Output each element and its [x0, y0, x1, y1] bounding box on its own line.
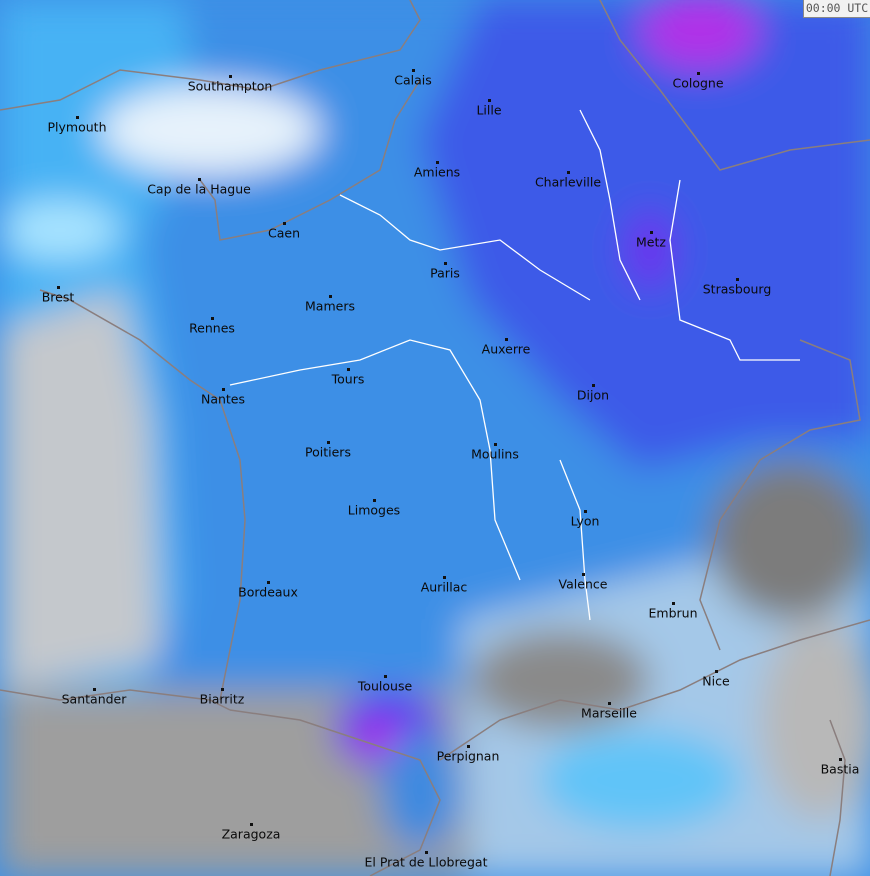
city-label: Dijon	[576, 387, 610, 403]
city-marker-icon	[505, 338, 508, 341]
city-marker-icon	[436, 161, 439, 164]
city-marker-icon	[250, 823, 253, 826]
city-label: Limoges	[347, 502, 401, 518]
city-label: Metz	[636, 234, 666, 250]
city-label: Tours	[331, 371, 365, 387]
city-label: Valence	[558, 576, 608, 592]
city-label: Rennes	[189, 320, 235, 336]
city-marker-icon	[93, 688, 96, 691]
city-label: Poitiers	[305, 444, 351, 460]
city-marker-icon	[327, 441, 330, 444]
city-label: Lille	[476, 102, 502, 118]
city-marker-icon	[488, 99, 491, 102]
city-marker-icon	[412, 69, 415, 72]
city-label: Calais	[394, 72, 432, 88]
city-marker-icon	[567, 171, 570, 174]
city-label: Aurillac	[420, 579, 468, 595]
city-label: Moulins	[471, 446, 519, 462]
city-label: Bastia	[820, 761, 860, 777]
city-marker-icon	[222, 388, 225, 391]
city-marker-icon	[283, 222, 286, 225]
city-marker-icon	[443, 576, 446, 579]
city-label: Biarritz	[199, 691, 245, 707]
city-marker-icon	[697, 72, 700, 75]
city-label: Embrun	[648, 605, 698, 621]
city-marker-icon	[584, 510, 587, 513]
city-label: Cap de la Hague	[147, 181, 251, 197]
city-label: El Prat de Llobregat	[364, 854, 488, 870]
city-marker-icon	[267, 581, 270, 584]
city-marker-icon	[672, 602, 675, 605]
city-label: Cologne	[672, 75, 724, 91]
city-label: Strasbourg	[702, 281, 772, 297]
city-label: Santander	[61, 691, 127, 707]
city-marker-icon	[211, 317, 214, 320]
city-marker-icon	[347, 368, 350, 371]
city-label: Toulouse	[357, 678, 413, 694]
city-marker-icon	[715, 670, 718, 673]
city-label: Charleville	[534, 174, 602, 190]
city-marker-icon	[384, 675, 387, 678]
city-marker-icon	[494, 443, 497, 446]
city-marker-icon	[57, 286, 60, 289]
city-label: Auxerre	[481, 341, 531, 357]
city-marker-icon	[221, 688, 224, 691]
city-label: Paris	[430, 265, 460, 281]
city-marker-icon	[582, 573, 585, 576]
city-label: Brest	[41, 289, 75, 305]
city-marker-icon	[425, 851, 428, 854]
city-marker-icon	[736, 278, 739, 281]
city-label: Amiens	[413, 164, 461, 180]
city-marker-icon	[467, 745, 470, 748]
city-label: Southampton	[187, 78, 273, 94]
city-label: Mamers	[305, 298, 355, 314]
city-marker-icon	[592, 384, 595, 387]
city-marker-icon	[650, 231, 653, 234]
city-label: Plymouth	[47, 119, 107, 135]
timestamp: 00:00 UTC	[803, 0, 870, 18]
city-marker-icon	[608, 702, 611, 705]
city-marker-icon	[229, 75, 232, 78]
city-label: Lyon	[570, 513, 600, 529]
city-label: Nice	[702, 673, 730, 689]
city-label: Nantes	[200, 391, 246, 407]
city-marker-icon	[444, 262, 447, 265]
city-label: Bordeaux	[238, 584, 298, 600]
city-label: Zaragoza	[221, 826, 281, 842]
rivers	[229, 109, 800, 621]
city-marker-icon	[373, 499, 376, 502]
city-marker-icon	[329, 295, 332, 298]
city-marker-icon	[76, 116, 79, 119]
city-marker-icon	[839, 758, 842, 761]
city-label: Marseille	[581, 705, 637, 721]
city-label: Caen	[267, 225, 301, 241]
city-label: Perpignan	[436, 748, 500, 764]
city-marker-icon	[198, 178, 201, 181]
